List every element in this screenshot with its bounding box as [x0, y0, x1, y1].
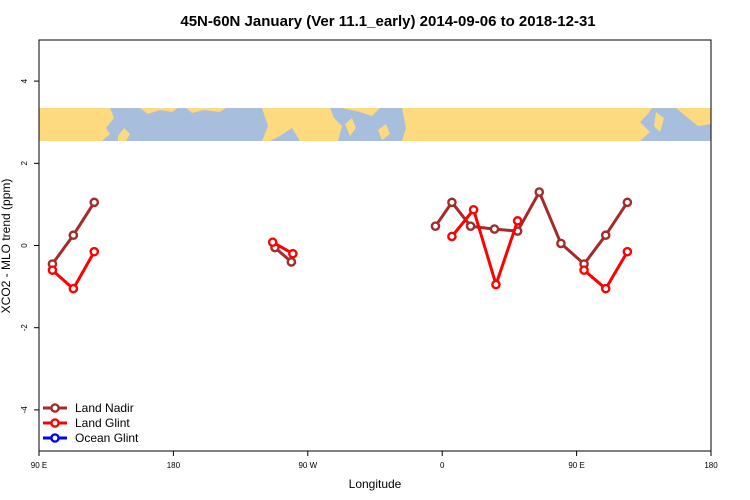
land-shape [345, 118, 356, 136]
land-shape [342, 108, 380, 116]
legend-label: Land Nadir [75, 401, 134, 415]
x-tick-label: 180 [167, 461, 181, 470]
data-point [622, 246, 633, 257]
legend-label: Land Glint [75, 416, 130, 430]
land-shape [39, 108, 114, 141]
data-point [600, 283, 611, 294]
x-axis: 90 E 180 90 W 0 90 E 180 [31, 451, 718, 470]
y-tick-label: -2 [20, 324, 29, 332]
series-layer [47, 187, 633, 294]
data-point [89, 246, 100, 257]
data-point [491, 279, 501, 290]
y-tick-label: -4 [20, 406, 29, 414]
land-shape [676, 108, 711, 126]
data-point [447, 231, 457, 242]
plot-frame [38, 39, 712, 452]
land-shape [654, 112, 664, 132]
series-land-glint [47, 204, 633, 294]
legend-swatch-marker [50, 403, 60, 413]
x-tick-label: 90 W [298, 461, 317, 470]
x-tick-label: 90 E [31, 461, 47, 470]
data-point [286, 257, 297, 267]
y-axis: -4 -2 0 2 4 [20, 78, 39, 413]
legend-item: Ocean Glint [43, 431, 139, 445]
series-land-nadir [47, 187, 633, 269]
data-point [465, 221, 476, 231]
data-point [430, 221, 441, 231]
y-tick-label: 0 [20, 243, 29, 248]
y-tick-label: 2 [20, 161, 29, 166]
data-point [89, 197, 100, 208]
data-point [68, 283, 79, 294]
chart-title: 45N-60N January (Ver 11.1_early) 2014-09… [180, 13, 595, 30]
map-land [39, 108, 711, 141]
land-shape [140, 108, 178, 114]
legend-item: Land Glint [43, 416, 130, 430]
y-axis-title: XCO2 - MLO trend (ppm) [0, 179, 13, 314]
data-point [267, 237, 278, 248]
data-point [489, 224, 500, 234]
map-strip [39, 108, 711, 141]
x-tick-label: 180 [704, 461, 718, 470]
legend-swatch-marker [50, 433, 60, 443]
land-shape [118, 128, 130, 141]
land-shape [402, 108, 652, 141]
data-point [600, 230, 611, 241]
data-point [579, 265, 589, 275]
data-point [68, 230, 79, 241]
x-axis-title: Longitude [349, 477, 402, 491]
x-tick-label: 0 [440, 461, 445, 470]
y-tick-label: 4 [20, 78, 29, 83]
data-point [288, 248, 298, 259]
land-shape [186, 108, 226, 113]
data-point [534, 187, 545, 197]
legend-item: Land Nadir [43, 401, 134, 415]
data-point [622, 197, 633, 208]
data-point [47, 265, 58, 275]
x-tick-label: 90 E [568, 461, 584, 470]
data-point [447, 197, 457, 208]
legend-swatch-marker [50, 418, 60, 428]
series-line [434, 190, 629, 266]
series-line [450, 208, 520, 286]
data-point [468, 204, 479, 215]
data-point [556, 238, 566, 249]
land-shape [262, 108, 342, 141]
legend-label: Ocean Glint [75, 431, 139, 445]
data-point [512, 216, 523, 226]
land-shape [378, 124, 390, 140]
